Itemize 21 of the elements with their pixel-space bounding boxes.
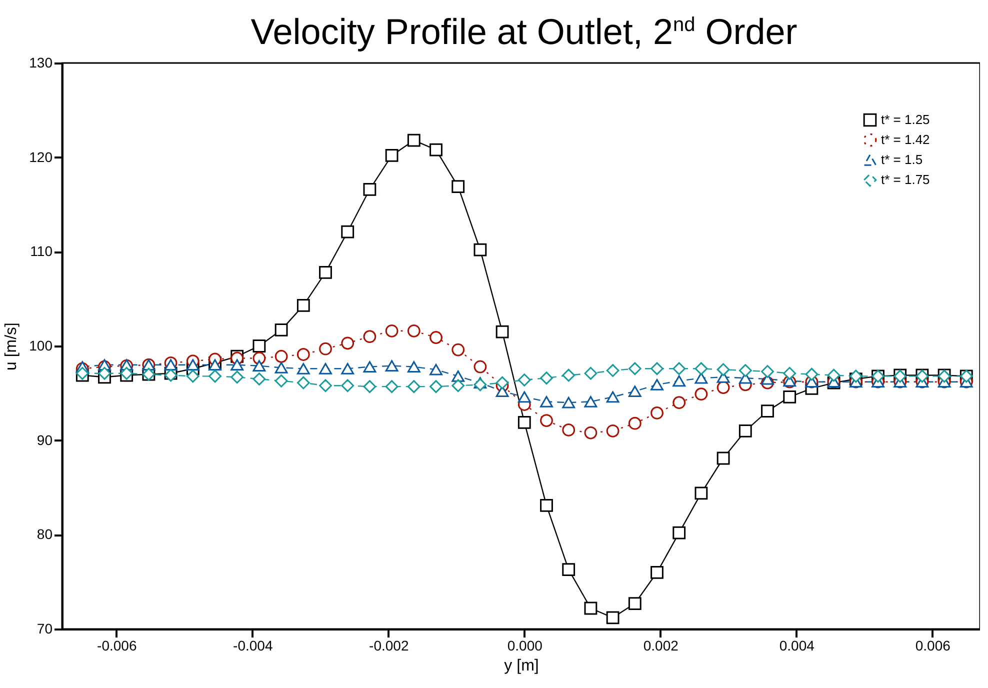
x-tick-label: 0.002	[643, 638, 679, 654]
y-axis-title: u [m/s]	[3, 322, 20, 371]
chart-title: Velocity Profile at Outlet, 2$^{nd}$ Order	[250, 10, 798, 52]
y-tick-label: 80	[36, 526, 53, 542]
y-tick-label: 120	[29, 148, 53, 165]
x-tick-label: 0.004	[779, 638, 815, 654]
legend-label: t* = 1.75	[881, 172, 930, 187]
y-tick-label: 110	[30, 243, 53, 260]
x-tick-label: -0.002	[369, 638, 409, 654]
x-axis-title: y [m]	[504, 658, 539, 674]
legend-label: t* = 1.25	[881, 112, 930, 127]
x-tick-label: -0.004	[233, 638, 273, 654]
y-tick-label: 130	[29, 54, 53, 70]
legend-label: t* = 1.42	[881, 132, 930, 147]
y-tick-label: 70	[36, 620, 53, 636]
x-tick-label: 0.000	[507, 638, 543, 654]
x-tick-label: 0.006	[915, 638, 951, 654]
x-tick-label: -0.006	[97, 638, 137, 654]
y-tick-label: 100	[29, 338, 53, 354]
legend-label: t* = 1.5	[881, 152, 923, 167]
y-tick-label: 90	[36, 432, 53, 448]
